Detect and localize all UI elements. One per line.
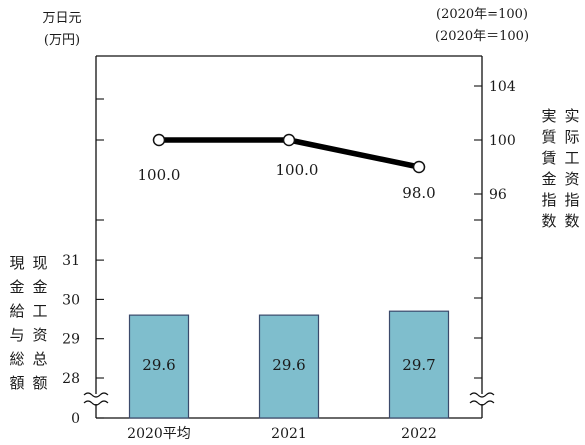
left-axis-ticks: 0 28 29 30 31 bbox=[62, 253, 104, 427]
x-category-label: 2021 bbox=[271, 426, 307, 442]
right-unit-line-2: (2020年＝100) bbox=[435, 29, 529, 44]
axis-title-char: 指 bbox=[541, 191, 556, 209]
axis-title-char: 额 bbox=[32, 374, 47, 392]
axis-title-char: 实 bbox=[564, 107, 579, 125]
left-axis-break bbox=[83, 392, 109, 406]
left-tick-label: 0 bbox=[71, 411, 80, 427]
x-axis-categories: 2020平均 2021 2022 bbox=[127, 426, 437, 442]
axis-title-char: 実 bbox=[541, 107, 556, 125]
bar bbox=[258, 314, 320, 419]
bar-value-label: 29.7 bbox=[402, 356, 435, 374]
left-unit-line-1: 万日元 bbox=[42, 11, 81, 26]
axis-title-char: 际 bbox=[564, 128, 579, 146]
right-tick-label: 96 bbox=[489, 187, 507, 203]
axis-title-char: 金 bbox=[9, 278, 24, 296]
axis-title-char: 額 bbox=[9, 374, 24, 392]
line-series: 100.0 100.0 98.0 bbox=[138, 133, 436, 202]
right-minor-ticks bbox=[474, 219, 482, 379]
axis-title-char: 数 bbox=[541, 212, 556, 230]
axis-title-char: 工 bbox=[32, 302, 47, 320]
axis-title-char: 数 bbox=[564, 212, 579, 230]
axis-title-char: 现 bbox=[32, 254, 47, 272]
left-tick-label: 31 bbox=[62, 253, 80, 269]
right-axis-ticks: 96 100 104 bbox=[474, 79, 516, 203]
right-tick-label: 104 bbox=[489, 79, 516, 95]
axis-title-char: 給 bbox=[9, 302, 24, 320]
right-axis-break bbox=[469, 392, 495, 406]
bar bbox=[128, 314, 190, 419]
axis-title-char: 指 bbox=[564, 191, 579, 209]
axis-title-char: 资 bbox=[32, 326, 47, 344]
line-point bbox=[412, 160, 426, 174]
line-value-label: 100.0 bbox=[276, 161, 319, 179]
axis-title-char: 工 bbox=[564, 149, 579, 167]
axis-title-char: 賃 bbox=[541, 149, 556, 167]
left-minor-ticks bbox=[96, 98, 104, 221]
left-tick-label: 30 bbox=[62, 292, 80, 308]
left-tick-label: 29 bbox=[62, 332, 80, 348]
axis-title-char: 金 bbox=[32, 278, 47, 296]
axis-title-char: 金 bbox=[541, 170, 556, 188]
right-unit-line-1: (2020年=100) bbox=[436, 7, 528, 22]
axis-title-char: 资 bbox=[564, 170, 579, 188]
left-unit-line-2: (万円) bbox=[44, 33, 80, 48]
bar bbox=[388, 310, 450, 419]
line-value-label: 100.0 bbox=[138, 166, 181, 184]
bar-value-label: 29.6 bbox=[272, 356, 305, 374]
x-category-label: 2020平均 bbox=[127, 426, 191, 442]
axis-title-char: 总 bbox=[32, 350, 47, 368]
axis-title-char: 質 bbox=[541, 128, 556, 146]
right-tick-label: 100 bbox=[489, 133, 516, 149]
line-point bbox=[282, 133, 296, 147]
bar-series: 29.6 29.6 29.7 bbox=[128, 310, 450, 419]
axis-title-char: 現 bbox=[9, 254, 24, 272]
line-value-label: 98.0 bbox=[402, 184, 435, 202]
axis-title-char: 総 bbox=[9, 350, 24, 368]
axis-title-char: 与 bbox=[9, 326, 24, 344]
line-point bbox=[152, 133, 166, 147]
x-category-label: 2022 bbox=[401, 426, 437, 442]
bar-value-label: 29.6 bbox=[142, 356, 175, 374]
left-tick-label: 28 bbox=[62, 371, 80, 387]
